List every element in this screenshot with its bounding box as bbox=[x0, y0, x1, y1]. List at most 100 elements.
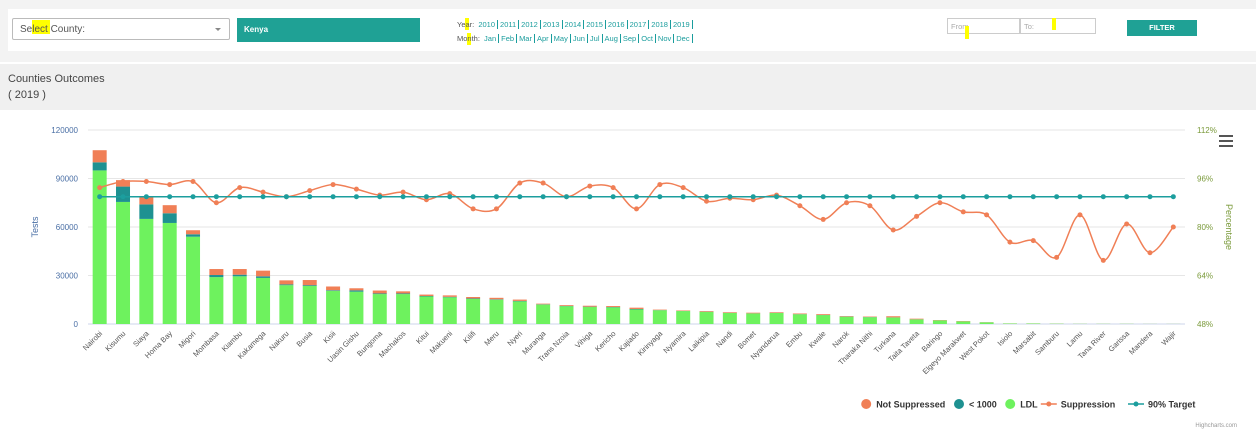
year-link[interactable]: 2012 bbox=[519, 20, 541, 29]
y2-tick-label: 48% bbox=[1197, 320, 1213, 329]
x-tick-label: Migori bbox=[177, 329, 198, 350]
bar-segment bbox=[279, 284, 294, 286]
line-point bbox=[1170, 224, 1176, 230]
line-point bbox=[237, 185, 243, 191]
bar-segment bbox=[442, 295, 457, 297]
bar-segment bbox=[349, 290, 364, 292]
legend-symbol bbox=[1046, 401, 1052, 407]
y2-tick-label: 96% bbox=[1197, 175, 1213, 184]
line-point bbox=[493, 206, 499, 212]
line-point bbox=[634, 206, 639, 212]
month-link[interactable]: Nov bbox=[655, 34, 675, 43]
x-tick-label: Lamu bbox=[1065, 329, 1085, 349]
to-input[interactable]: To: bbox=[1020, 18, 1096, 34]
line-point bbox=[563, 194, 569, 200]
y2-tick-label: 80% bbox=[1197, 223, 1213, 232]
menu-icon[interactable] bbox=[1219, 135, 1233, 147]
month-link[interactable]: Aug bbox=[602, 34, 621, 43]
line-point bbox=[1100, 194, 1106, 200]
line-point bbox=[634, 194, 639, 200]
x-tick-label: Kwale bbox=[807, 329, 828, 350]
month-link[interactable]: Jun bbox=[570, 34, 588, 43]
bar-segment bbox=[652, 310, 667, 324]
month-link[interactable]: Oct bbox=[639, 34, 656, 43]
y-tick-label: 60000 bbox=[56, 223, 79, 232]
year-link[interactable]: 2017 bbox=[627, 20, 650, 29]
month-link[interactable]: Sep bbox=[620, 34, 640, 43]
x-tick-label: Samburu bbox=[1033, 329, 1061, 357]
x-tick-label: Narok bbox=[830, 329, 851, 350]
bar-segment bbox=[162, 205, 177, 214]
line-point bbox=[587, 194, 593, 200]
bar-segment bbox=[746, 313, 761, 324]
legend-label: < 1000 bbox=[969, 400, 997, 410]
bar-segment bbox=[419, 296, 434, 324]
year-link[interactable]: 2011 bbox=[498, 20, 520, 29]
panel-subtitle: ( 2019 ) bbox=[8, 89, 46, 101]
x-tick-label: Kisii bbox=[321, 329, 337, 345]
line-point bbox=[353, 194, 359, 200]
bar-segment bbox=[816, 314, 831, 315]
line-point bbox=[914, 194, 920, 200]
bar-segment bbox=[512, 301, 527, 324]
line-point bbox=[937, 194, 943, 200]
country-button[interactable]: Kenya bbox=[237, 18, 420, 42]
bar-segment bbox=[302, 285, 317, 287]
year-link[interactable]: 2019 bbox=[670, 20, 693, 29]
month-link[interactable]: Apr bbox=[534, 34, 552, 43]
highlight bbox=[32, 20, 50, 34]
year-link[interactable]: 2014 bbox=[562, 20, 585, 29]
year-link[interactable]: 2010 bbox=[476, 20, 499, 29]
month-link[interactable]: Jan bbox=[482, 34, 500, 43]
line-point bbox=[120, 194, 126, 200]
bar-segment bbox=[582, 305, 597, 307]
bar-segment bbox=[792, 313, 807, 315]
month-link[interactable]: May bbox=[551, 34, 571, 43]
year-link[interactable]: 2013 bbox=[540, 20, 563, 29]
bar-segment bbox=[396, 293, 411, 295]
bar-segment bbox=[256, 277, 271, 324]
line-point bbox=[97, 185, 103, 191]
bar-segment bbox=[629, 307, 644, 309]
bar-segment bbox=[279, 280, 294, 285]
panel-title: Counties Outcomes bbox=[8, 73, 105, 85]
legend-label: Not Suppressed bbox=[876, 400, 945, 410]
bar-segment bbox=[699, 311, 714, 324]
line-point bbox=[400, 194, 406, 200]
month-link[interactable]: Feb bbox=[499, 34, 518, 43]
year-link[interactable]: 2015 bbox=[584, 20, 606, 29]
bar-segment bbox=[302, 280, 317, 286]
bar-segment bbox=[326, 290, 341, 291]
bar-segment bbox=[326, 286, 341, 291]
bar-segment bbox=[536, 303, 551, 305]
x-tick-label: Vihiga bbox=[573, 328, 595, 350]
bar-segment bbox=[722, 312, 737, 313]
month-link[interactable]: Dec bbox=[674, 34, 693, 43]
line-point bbox=[400, 189, 406, 195]
from-input[interactable]: From bbox=[947, 18, 1020, 34]
x-tick-label: Laikipia bbox=[687, 328, 712, 353]
year-link[interactable]: 2018 bbox=[649, 20, 671, 29]
year-link[interactable]: 2016 bbox=[605, 20, 628, 29]
month-link[interactable]: Mar bbox=[517, 34, 535, 43]
line-point bbox=[1030, 194, 1036, 200]
bar-segment bbox=[769, 313, 784, 324]
bar-segment bbox=[349, 288, 364, 291]
line-point bbox=[750, 194, 756, 200]
bar-segment bbox=[162, 213, 177, 223]
line-point bbox=[213, 200, 219, 206]
line-point bbox=[960, 194, 966, 200]
line-point bbox=[120, 179, 126, 185]
county-select[interactable]: Select County: bbox=[12, 18, 230, 40]
filter-button[interactable]: FILTER bbox=[1127, 20, 1197, 36]
month-label: Month: bbox=[457, 34, 480, 43]
month-link[interactable]: Jul bbox=[587, 34, 603, 43]
line-point bbox=[260, 194, 266, 200]
y2-tick-label: 112% bbox=[1197, 126, 1217, 135]
bar-segment bbox=[186, 236, 201, 324]
line-point bbox=[1147, 250, 1153, 256]
line-point bbox=[1077, 212, 1083, 218]
highlight bbox=[467, 33, 471, 45]
bar-segment bbox=[862, 317, 877, 324]
bar-segment bbox=[816, 315, 831, 324]
